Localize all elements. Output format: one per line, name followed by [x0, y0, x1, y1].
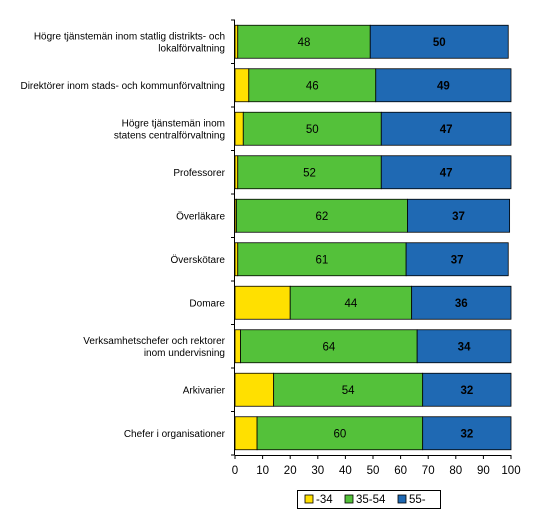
- x-tick-label: 40: [339, 465, 352, 477]
- bar-55-plus: [407, 198, 511, 233]
- bar-under-35: [234, 24, 239, 59]
- bar-35-54: [235, 198, 408, 233]
- data-label: 48: [298, 37, 311, 49]
- x-tick-label: 10: [256, 465, 269, 477]
- bar-35-54: [273, 372, 424, 407]
- bar-55-plus: [411, 285, 512, 320]
- bar-under-35: [234, 372, 275, 407]
- bar-under-35: [234, 285, 291, 320]
- data-label: 47: [440, 167, 453, 179]
- x-tick-label: 50: [367, 465, 380, 477]
- legend-swatch: [344, 494, 354, 504]
- x-tick-label: 0: [232, 465, 238, 477]
- bar-35-54: [242, 111, 382, 146]
- data-label: 46: [306, 80, 319, 92]
- bar-55-plus: [375, 68, 512, 103]
- category-label: Verksamhetschefer och rektorer inom under…: [83, 336, 225, 359]
- x-tick-label: 80: [449, 465, 462, 477]
- legend-label: 55-: [409, 494, 426, 506]
- category-label: Professorer: [173, 168, 225, 179]
- bar-35-54: [237, 155, 382, 190]
- category-labels: Högre tjänstemän inom statlig distrikts-…: [20, 31, 225, 440]
- bar-under-35: [234, 155, 239, 190]
- x-tick-label: 20: [284, 465, 297, 477]
- x-axis-ticks: 0 10 20 30 40 50 60 70 80 90 100: [231, 19, 521, 477]
- legend-label: -34: [316, 494, 333, 506]
- data-label: 64: [322, 341, 335, 353]
- legend-label: 35-54: [356, 494, 386, 506]
- x-tick-label: 30: [311, 465, 324, 477]
- category-label: Överläkare: [176, 210, 225, 222]
- data-label: 32: [460, 428, 473, 440]
- x-tick-label: 90: [477, 465, 490, 477]
- data-label: 37: [451, 254, 464, 266]
- bar-under-35: [234, 68, 250, 103]
- category-label: Högre tjänstemän inom statens centralförv…: [114, 118, 225, 141]
- data-label: 60: [333, 428, 346, 440]
- data-label: 47: [440, 124, 453, 136]
- data-label: 49: [437, 80, 450, 92]
- x-tick-label: 60: [394, 465, 407, 477]
- legend-swatch: [397, 494, 407, 504]
- plot-area: 0 10 20 30 40 50 60 70 80 90 100 48 50 46 49 50 47 52 47 6…: [20, 19, 521, 477]
- category-label: Direktörer inom stads- och kommunförvalt…: [20, 81, 225, 92]
- data-label: 54: [342, 385, 355, 397]
- data-label: 32: [460, 385, 473, 397]
- data-label: 37: [452, 211, 465, 223]
- data-label: 34: [458, 341, 471, 353]
- legend-swatch: [304, 494, 314, 504]
- data-label: 52: [303, 167, 316, 179]
- bar-35-54: [240, 329, 418, 364]
- bar-35-54: [237, 242, 407, 277]
- x-tick-label: 70: [422, 465, 435, 477]
- data-label: 36: [455, 298, 468, 310]
- bar-55-plus: [422, 372, 512, 407]
- data-label: 50: [306, 124, 319, 136]
- data-label: 62: [316, 211, 329, 223]
- bar-under-35: [234, 111, 244, 146]
- bars: 48 50 46 49 50 47 52 47 62 37 61 37 44 36 64 34 54 32 60 32: [234, 24, 512, 451]
- bar-55-plus: [369, 24, 509, 59]
- bar-35-54: [248, 68, 377, 103]
- category-label: Chefer i organisationer: [124, 429, 226, 440]
- bar-under-35: [234, 242, 239, 277]
- bar-35-54: [237, 24, 371, 59]
- category-label: Domare: [189, 298, 225, 309]
- category-label: Arkivarier: [183, 385, 226, 396]
- bar-35-54: [256, 416, 424, 451]
- bar-55-plus: [380, 155, 512, 190]
- data-label: 61: [316, 254, 329, 266]
- legend: -34 35-54 55-: [297, 490, 441, 509]
- x-tick-label: 100: [501, 465, 520, 477]
- category-label: Överskötare: [171, 254, 226, 266]
- bar-35-54: [289, 285, 413, 320]
- bar-under-35: [234, 329, 241, 364]
- bar-under-35: [234, 416, 258, 451]
- data-label: 44: [345, 298, 358, 310]
- data-label: 50: [433, 37, 446, 49]
- bar-55-plus: [416, 329, 512, 364]
- bar-55-plus: [422, 416, 512, 451]
- category-label: Högre tjänstemän inom statlig distrikts-…: [34, 31, 225, 54]
- bar-55-plus: [380, 111, 512, 146]
- bar-55-plus: [405, 242, 509, 277]
